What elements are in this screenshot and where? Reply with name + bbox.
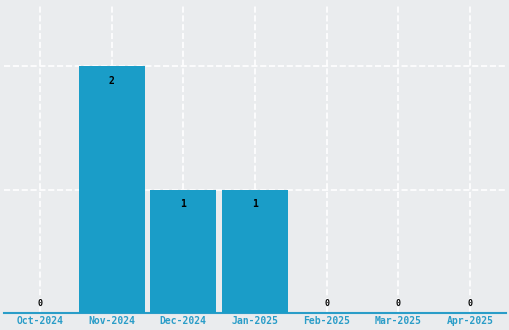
Text: 1: 1 (180, 199, 186, 209)
Text: 0: 0 (467, 299, 471, 308)
Text: 0: 0 (324, 299, 328, 308)
Bar (78, 66, 145, 313)
Text: 1: 1 (251, 199, 258, 209)
Text: 2: 2 (108, 76, 115, 86)
Bar (150, 189, 216, 313)
Text: 0: 0 (38, 299, 42, 308)
Bar (221, 189, 288, 313)
Text: 0: 0 (395, 299, 400, 308)
